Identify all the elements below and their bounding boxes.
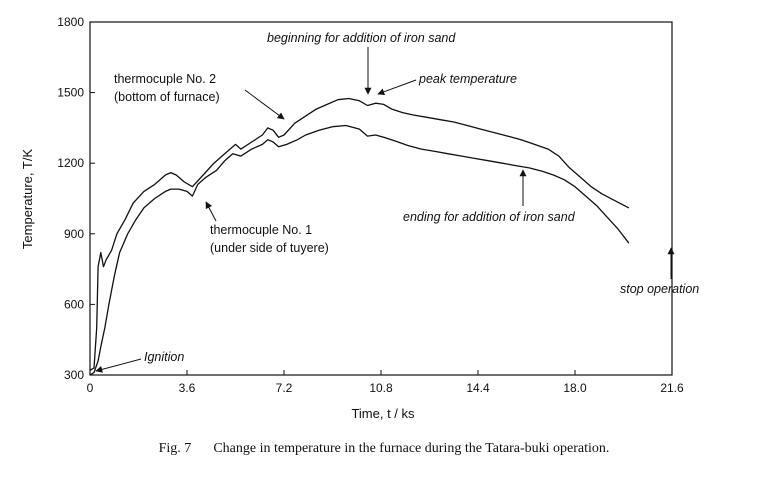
caption-figure-number: Fig. 7 [158, 441, 192, 456]
temperature-chart: 300 600 900 1200 1500 1800 0 3.6 7.2 10.8 14.4 18.… [20, 15, 699, 421]
annotation-thermocouple-2-line2: (bottom of furnace) [114, 90, 220, 104]
y-tick-label: 600 [64, 297, 84, 311]
annotation-thermocouple-2-line1: thermocuple No. 2 [114, 72, 216, 86]
x-tick-label: 10.8 [369, 381, 393, 395]
arrow-ignition [95, 358, 142, 373]
series-line-thermocouple-1 [89, 124, 630, 376]
y-axis-ticks: 300 600 900 1200 1500 1800 [57, 15, 95, 382]
annotation-thermocouple-1-line1: thermocuple No. 1 [210, 223, 312, 237]
figure-caption: Fig. 7 Change in temperature in the furna… [0, 441, 768, 457]
y-tick-label: 900 [64, 227, 84, 241]
series-line-thermocouple-2 [89, 97, 630, 371]
series-layer [89, 97, 630, 376]
x-tick-label: 14.4 [466, 381, 490, 395]
caption-text: Change in temperature in the furnace dur… [213, 441, 610, 456]
x-axis-ticks: 0 3.6 7.2 10.8 14.4 18.0 21.6 [87, 370, 684, 395]
y-tick-label: 1200 [57, 156, 84, 170]
annotation-stop-operation: stop operation [620, 282, 699, 296]
y-axis-label: Temperature, T/K [20, 149, 35, 250]
annotation-peak-temperature: peak temperature [418, 72, 517, 86]
x-tick-label: 7.2 [276, 381, 293, 395]
x-axis-label: Time, t / ks [351, 406, 415, 421]
x-tick-label: 21.6 [660, 381, 684, 395]
annotation-thermocouple-1-line2: (under side of tuyere) [210, 241, 329, 255]
x-tick-label: 0 [87, 381, 94, 395]
y-tick-label: 300 [64, 368, 84, 382]
arrow-peak-temperature [377, 79, 417, 96]
y-tick-label: 1500 [57, 86, 84, 100]
x-tick-label: 18.0 [563, 381, 587, 395]
x-tick-label: 3.6 [179, 381, 196, 395]
arrow-thermocouple-2 [244, 89, 285, 120]
annotation-ignition: Ignition [144, 350, 184, 364]
y-tick-label: 1800 [57, 15, 84, 29]
annotation-beginning-iron-sand: beginning for addition of iron sand [267, 31, 456, 45]
arrow-thermocouple-1 [205, 201, 217, 222]
annotation-ending-iron-sand: ending for addition of iron sand [403, 210, 576, 224]
